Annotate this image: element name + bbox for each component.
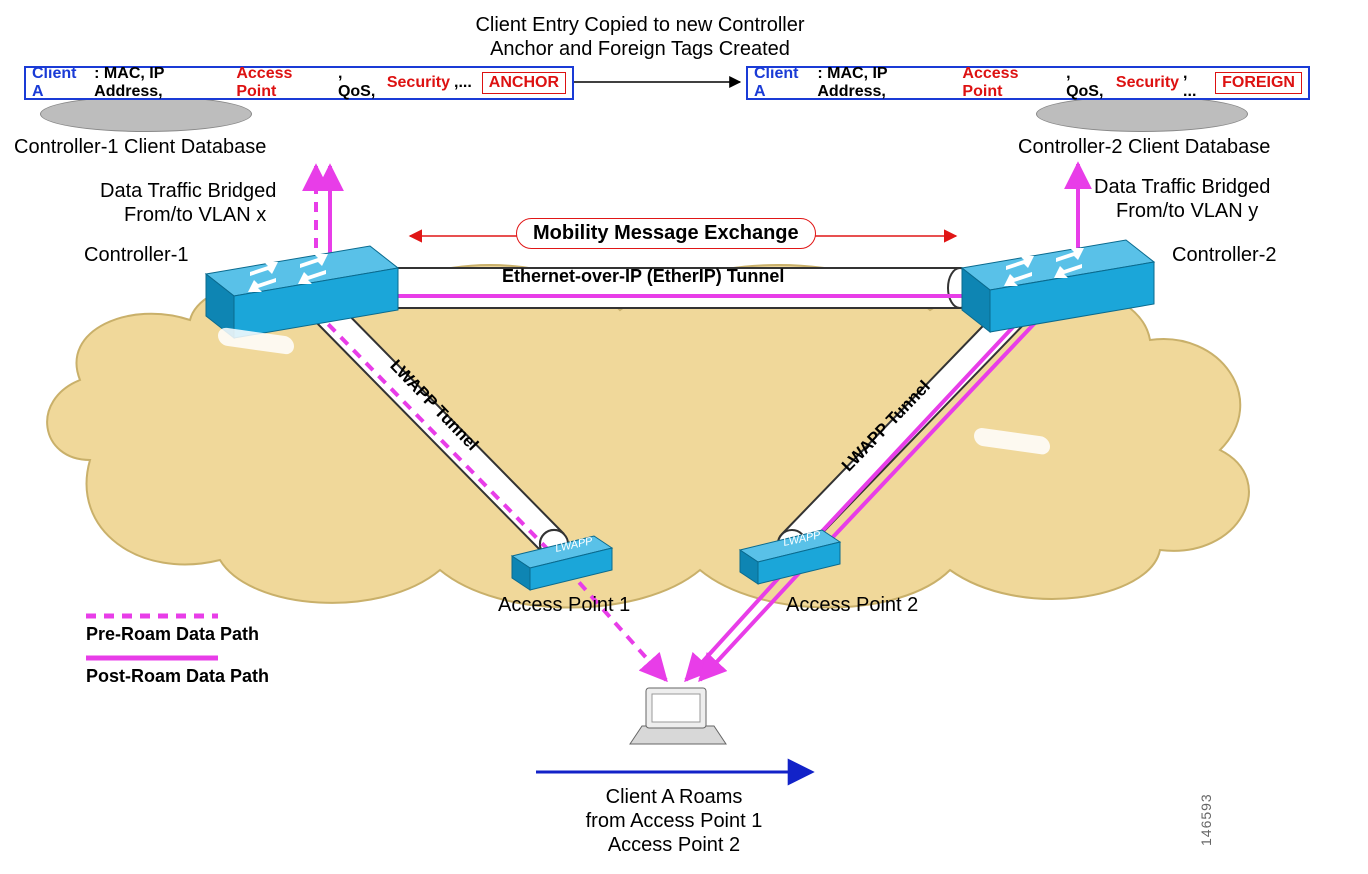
svg-text:LWAPP: LWAPP <box>554 535 594 555</box>
controller-1-switch <box>206 246 398 355</box>
roam-line-3: Access Point 2 <box>540 834 808 857</box>
mobility-message-label: Mobility Message Exchange <box>516 218 816 249</box>
db1-f2: , QoS, <box>338 65 383 101</box>
db1-f1: : MAC, IP Address, <box>94 65 232 101</box>
db2-tag: FOREIGN <box>1215 72 1302 94</box>
left-bridge-1: Data Traffic Bridged <box>100 180 276 203</box>
disk-2 <box>1036 96 1248 132</box>
db1-ap: Access Point <box>236 65 334 101</box>
db2-f1: : MAC, IP Address, <box>817 65 958 101</box>
db1-tag: ANCHOR <box>482 72 566 94</box>
header-line-2: Anchor and Foreign Tags Created <box>400 38 880 61</box>
db2-ap: Access Point <box>962 65 1062 101</box>
roam-line-2: from Access Point 1 <box>540 810 808 833</box>
diagram-stage: LWAPP LWAPP Client Entry Copied to new C… <box>0 0 1368 874</box>
db1-sec: Security <box>387 74 450 92</box>
left-bridge-2: From/to VLAN x <box>124 204 266 227</box>
controller-2-label: Controller-2 <box>1172 244 1276 267</box>
controller-2-switch <box>962 240 1154 456</box>
db1-trail: ,... <box>454 74 472 92</box>
controller-1-label: Controller-1 <box>84 244 188 267</box>
right-bridge-1: Data Traffic Bridged <box>1094 176 1270 199</box>
legend-post-text: Post-Roam Data Path <box>86 666 269 687</box>
client-laptop-icon <box>630 688 726 744</box>
db2-sec: Security <box>1116 74 1179 92</box>
legend-pre-text: Pre-Roam Data Path <box>86 624 259 645</box>
disk-1 <box>40 96 252 132</box>
figure-id: 146593 <box>1198 793 1214 846</box>
controller-2-db-entry: Client A : MAC, IP Address, Access Point… <box>746 66 1310 100</box>
controller-1-db-entry: Client A : MAC, IP Address, Access Point… <box>24 66 574 100</box>
svg-text:LWAPP: LWAPP <box>782 529 822 549</box>
db1-client: Client A <box>32 65 90 101</box>
db2-f2: , QoS, <box>1066 65 1112 101</box>
ap1-label: Access Point 1 <box>498 594 630 617</box>
db2-client: Client A <box>754 65 813 101</box>
ap2-label: Access Point 2 <box>786 594 918 617</box>
network-cloud <box>47 265 1249 608</box>
controller-1-db-title: Controller-1 Client Database <box>14 136 266 159</box>
lwapp-tunnel-left <box>310 296 574 564</box>
db2-trail: , ... <box>1183 65 1205 101</box>
roam-line-1: Client A Roams <box>540 786 808 809</box>
lwapp-right-label: LWAPP Tunnel <box>838 377 935 476</box>
controller-2-db-title: Controller-2 Client Database <box>1018 136 1270 159</box>
etherip-label: Ethernet-over-IP (EtherIP) Tunnel <box>502 266 784 287</box>
right-bridge-2: From/to VLAN y <box>1116 200 1258 223</box>
lwapp-tunnel-right <box>772 300 1028 564</box>
lwapp-left-label: LWAPP Tunnel <box>386 356 483 455</box>
header-line-1: Client Entry Copied to new Controller <box>400 14 880 37</box>
